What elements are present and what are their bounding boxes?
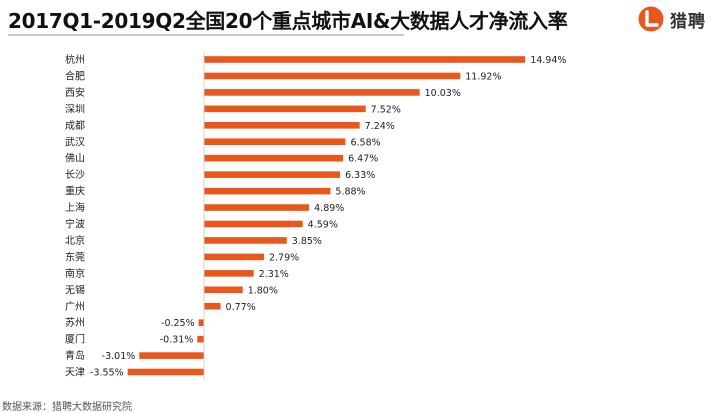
category-label: 西安: [65, 86, 85, 99]
category-label: 天津: [65, 367, 85, 379]
bar: [204, 138, 346, 146]
data-label: 7.24%: [365, 121, 395, 132]
data-label: 10.03%: [425, 88, 461, 99]
bar: [204, 72, 461, 80]
data-label: 7.52%: [371, 104, 401, 115]
category-label: 杭州: [65, 53, 85, 66]
data-label: 2.79%: [269, 252, 299, 263]
category-label: 深圳: [65, 103, 85, 115]
bar: [204, 270, 254, 277]
bar: [139, 352, 204, 359]
bar: [204, 154, 344, 162]
category-label: 长沙: [65, 169, 85, 181]
category-label: 上海: [65, 201, 85, 214]
bar: [204, 122, 360, 129]
bar: [204, 302, 221, 310]
value-labels: 14.94% 11.92% 10.03% 7.52% 7.24% 6.58% 6.47% 6.…: [90, 55, 566, 379]
title-underline: [8, 34, 404, 36]
bars: [127, 56, 526, 376]
category-label: 北京: [65, 234, 85, 247]
chart-title: 2017Q1-2019Q2全国20个重点城市AI&大数据人才净流入率: [8, 9, 568, 33]
data-label: 6.47%: [348, 154, 378, 165]
data-label: 2.31%: [259, 269, 289, 280]
data-label: 3.85%: [292, 236, 322, 247]
bar: [204, 89, 420, 96]
category-label: 武汉: [65, 135, 85, 148]
category-label: 南京: [65, 267, 85, 280]
data-label: 14.94%: [530, 55, 566, 66]
data-label: -0.31%: [160, 335, 194, 346]
bar: [204, 253, 264, 261]
data-label: 11.92%: [465, 71, 501, 82]
data-label: -0.25%: [161, 318, 195, 329]
liepin-logo-icon: [638, 6, 664, 32]
category-label: 宁波: [65, 218, 85, 231]
data-label: 0.77%: [226, 302, 256, 313]
data-label: -3.01%: [102, 351, 136, 362]
category-label: 青岛: [65, 349, 85, 362]
data-label: 6.33%: [345, 170, 375, 181]
data-label: 6.58%: [350, 137, 380, 148]
category-label: 无锡: [65, 283, 85, 296]
bar: [198, 319, 204, 326]
data-label: -3.55%: [90, 368, 124, 379]
bar: [204, 237, 287, 244]
category-label: 合肥: [65, 69, 85, 82]
bar: [204, 56, 526, 63]
category-label: 苏州: [65, 316, 85, 329]
category-label: 重庆: [65, 185, 85, 198]
bar: [204, 105, 366, 113]
brand-name: 猎聘: [670, 11, 706, 32]
bar: [197, 335, 204, 343]
bar: [204, 286, 243, 294]
bar: [127, 368, 204, 376]
bar: [204, 171, 341, 178]
category-label: 厦门: [65, 333, 85, 346]
category-label: 东莞: [65, 250, 85, 263]
bar: [204, 220, 303, 228]
bar: [204, 204, 310, 211]
category-label: 佛山: [65, 152, 85, 165]
data-label: 1.80%: [248, 285, 278, 296]
data-label: 4.59%: [308, 220, 338, 231]
data-label: 4.89%: [314, 203, 344, 214]
category-label: 广州: [65, 301, 85, 313]
source-note: 数据来源：猎聘大数据研究院: [2, 402, 132, 413]
brand: 猎聘: [638, 6, 706, 32]
category-label: 成都: [65, 120, 85, 132]
bar: [204, 187, 331, 195]
data-label: 5.88%: [335, 187, 365, 198]
